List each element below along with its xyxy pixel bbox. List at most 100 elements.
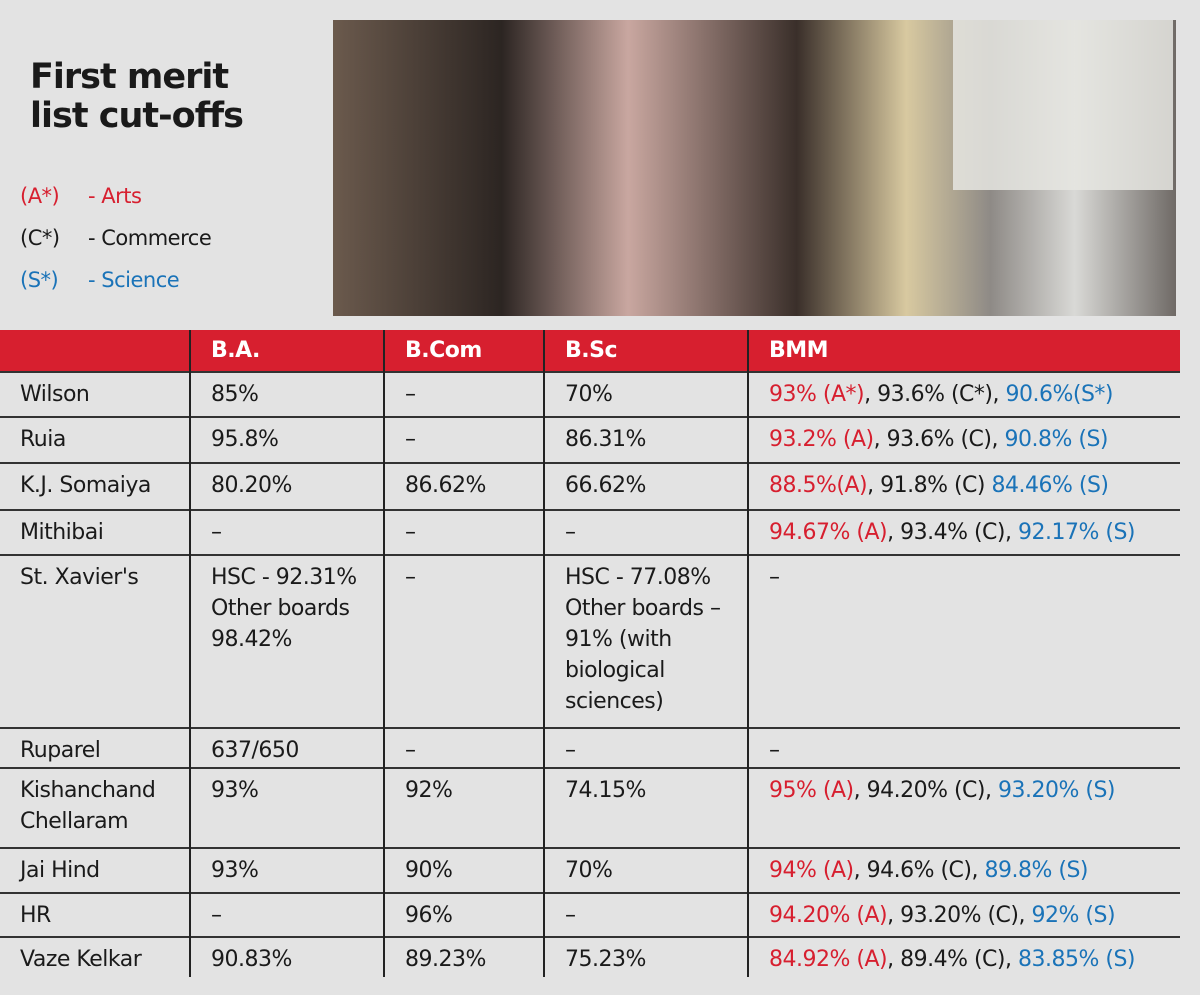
bmm-part: , 93.20% (C),: [887, 903, 1032, 928]
cutoff-bmm: 94% (A), 94.6% (C), 89.8% (S): [747, 847, 1180, 893]
bmm-part: , 94.20% (C),: [853, 778, 998, 803]
cutoff-ba: 93%: [189, 847, 384, 893]
bmm-part: 84.92% (A): [769, 947, 888, 972]
cutoff-bmm: 93% (A*), 93.6% (C*), 90.6%(S*): [747, 371, 1180, 417]
bmm-part: 93.2% (A): [769, 427, 874, 452]
table-row: Jai Hind 93% 90% 70% 94% (A), 94.6% (C), 89.…: [0, 847, 1180, 893]
bmm-part: 83.85% (S): [1018, 947, 1136, 972]
cutoff-bsc: –: [543, 509, 748, 555]
cutoff-bcom: –: [383, 371, 544, 417]
cutoff-bmm: 94.67% (A), 93.4% (C), 92.17% (S): [747, 509, 1180, 555]
cutoff-bsc: HSC - 77.08% Other boards – 91% (with bi…: [543, 554, 748, 728]
legend-label: - Arts: [88, 184, 142, 208]
header-bsc: B.Sc: [543, 330, 748, 372]
students-photo: [333, 20, 1176, 316]
cutoff-ba: 85%: [189, 371, 384, 417]
cutoff-bsc: –: [543, 727, 748, 768]
cutoff-bsc: –: [543, 892, 748, 937]
table-row: Mithibai – – –94.67% (A), 93.4% (C), 92.17%…: [0, 509, 1180, 555]
table-row: Ruia 95.8% –86.31% 93.2% (A), 93.6% (C), 90…: [0, 416, 1180, 463]
college-name: Vaze Kelkar: [0, 936, 190, 977]
bmm-part: , 91.8% (C): [867, 473, 992, 498]
cutoff-bcom: 89.23%: [383, 936, 544, 977]
cutoff-bcom: 92%: [383, 767, 544, 848]
cutoff-bmm: 95% (A), 94.20% (C), 93.20% (S): [747, 767, 1180, 848]
college-name: Mithibai: [0, 509, 190, 555]
college-name: St. Xavier's: [0, 554, 190, 728]
bmm-part: 93.20% (S): [998, 778, 1116, 803]
legend-code: (C*): [20, 226, 60, 250]
bmm-part: , 89.4% (C),: [887, 947, 1018, 972]
legend: (A*) - Arts (C*) - Commerce (S*) - Science: [20, 175, 212, 301]
table-row: Wilson 85% –70% 93% (A*), 93.6% (C*), 90.6%…: [0, 371, 1180, 417]
cutoff-bmm: 84.92% (A), 89.4% (C), 83.85% (S): [747, 936, 1180, 977]
page-title: First merit list cut-offs: [30, 57, 244, 136]
bmm-part: , 93.6% (C),: [873, 427, 1005, 452]
college-name: Ruparel: [0, 727, 190, 768]
cutoff-table: B.A. B.Com B.Sc BMM Wilson 85% –70% 93% (A*…: [0, 330, 1180, 977]
header-college: [0, 330, 190, 372]
bmm-part: 93% (A*): [769, 382, 865, 407]
bmm-part: 92.17% (S): [1018, 520, 1136, 545]
table-row: K.J. Somaiya 80.20% 86.62% 66.62% 88.5%(A), …: [0, 462, 1180, 510]
cutoff-bcom: –: [383, 416, 544, 463]
college-name: K.J. Somaiya: [0, 462, 190, 510]
cutoff-bcom: 96%: [383, 892, 544, 937]
bmm-part: 88.5%(A): [769, 473, 868, 498]
cutoff-bcom: –: [383, 554, 544, 728]
table-row: Vaze Kelkar 90.83% 89.23% 75.23% 84.92% (A),…: [0, 936, 1180, 977]
bmm-part: 95% (A): [769, 778, 854, 803]
table-row: St. Xavier's HSC - 92.31% Other boards 98…: [0, 554, 1180, 728]
cutoff-bsc: 75.23%: [543, 936, 748, 977]
table-row: HR –96% –94.20% (A), 93.20% (C), 92% (S): [0, 892, 1180, 937]
table-row: Ruparel 637/650– – –: [0, 727, 1180, 768]
cutoff-bcom: –: [383, 727, 544, 768]
bmm-part: 94.20% (A): [769, 903, 888, 928]
cutoff-ba: –: [189, 892, 384, 937]
cutoff-bmm: –: [747, 554, 1180, 728]
bmm-part: , 93.6% (C*),: [864, 382, 1006, 407]
cutoff-ba: 637/650: [189, 727, 384, 768]
cutoff-bsc: 66.62%: [543, 462, 748, 510]
cutoff-bcom: –: [383, 509, 544, 555]
legend-code: (S*): [20, 268, 59, 292]
header-ba: B.A.: [189, 330, 384, 372]
cutoff-ba: 95.8%: [189, 416, 384, 463]
college-name: Wilson: [0, 371, 190, 417]
cutoff-bcom: 86.62%: [383, 462, 544, 510]
bmm-part: 89.8% (S): [984, 858, 1089, 883]
bmm-part: 90.6%(S*): [1005, 382, 1114, 407]
bmm-part: 84.46% (S): [991, 473, 1110, 498]
legend-label: - Commerce: [88, 226, 212, 250]
legend-item: (A*) - Arts: [20, 175, 211, 217]
bmm-part: 94% (A): [769, 858, 854, 883]
bmm-part: –: [769, 738, 780, 763]
table-header: B.A. B.Com B.Sc BMM: [0, 330, 1180, 372]
notice-board: [953, 20, 1173, 190]
college-name: Jai Hind: [0, 847, 190, 893]
legend-item: (S*) - Science: [20, 259, 211, 301]
college-name: HR: [0, 892, 190, 937]
college-name: Ruia: [0, 416, 190, 463]
header-bcom: B.Com: [383, 330, 544, 372]
cutoff-bcom: 90%: [383, 847, 544, 893]
bmm-part: 90.8% (S): [1004, 427, 1109, 452]
cutoff-bmm: 94.20% (A), 93.20% (C), 92% (S): [747, 892, 1180, 937]
bmm-part: , 94.6% (C),: [853, 858, 985, 883]
cutoff-ba: HSC - 92.31% Other boards 98.42%: [189, 554, 384, 728]
header-bmm: BMM: [747, 330, 1180, 372]
cutoff-bsc: 70%: [543, 371, 748, 417]
bmm-part: 94.67% (A): [769, 520, 888, 545]
college-name: Kishanchand Chellaram: [0, 767, 190, 848]
legend-item: (C*) - Commerce: [20, 217, 212, 259]
cutoff-bsc: 86.31%: [543, 416, 748, 463]
legend-label: - Science: [88, 268, 180, 292]
cutoff-bmm: 93.2% (A), 93.6% (C), 90.8% (S): [747, 416, 1180, 463]
cutoff-ba: 80.20%: [189, 462, 384, 510]
cutoff-ba: –: [189, 509, 384, 555]
cutoff-bsc: 70%: [543, 847, 748, 893]
cutoff-bsc: 74.15%: [543, 767, 748, 848]
bmm-part: 92% (S): [1031, 903, 1116, 928]
bmm-part: , 93.4% (C),: [887, 520, 1018, 545]
cutoff-bmm: 88.5%(A), 91.8% (C) 84.46% (S): [747, 462, 1180, 510]
